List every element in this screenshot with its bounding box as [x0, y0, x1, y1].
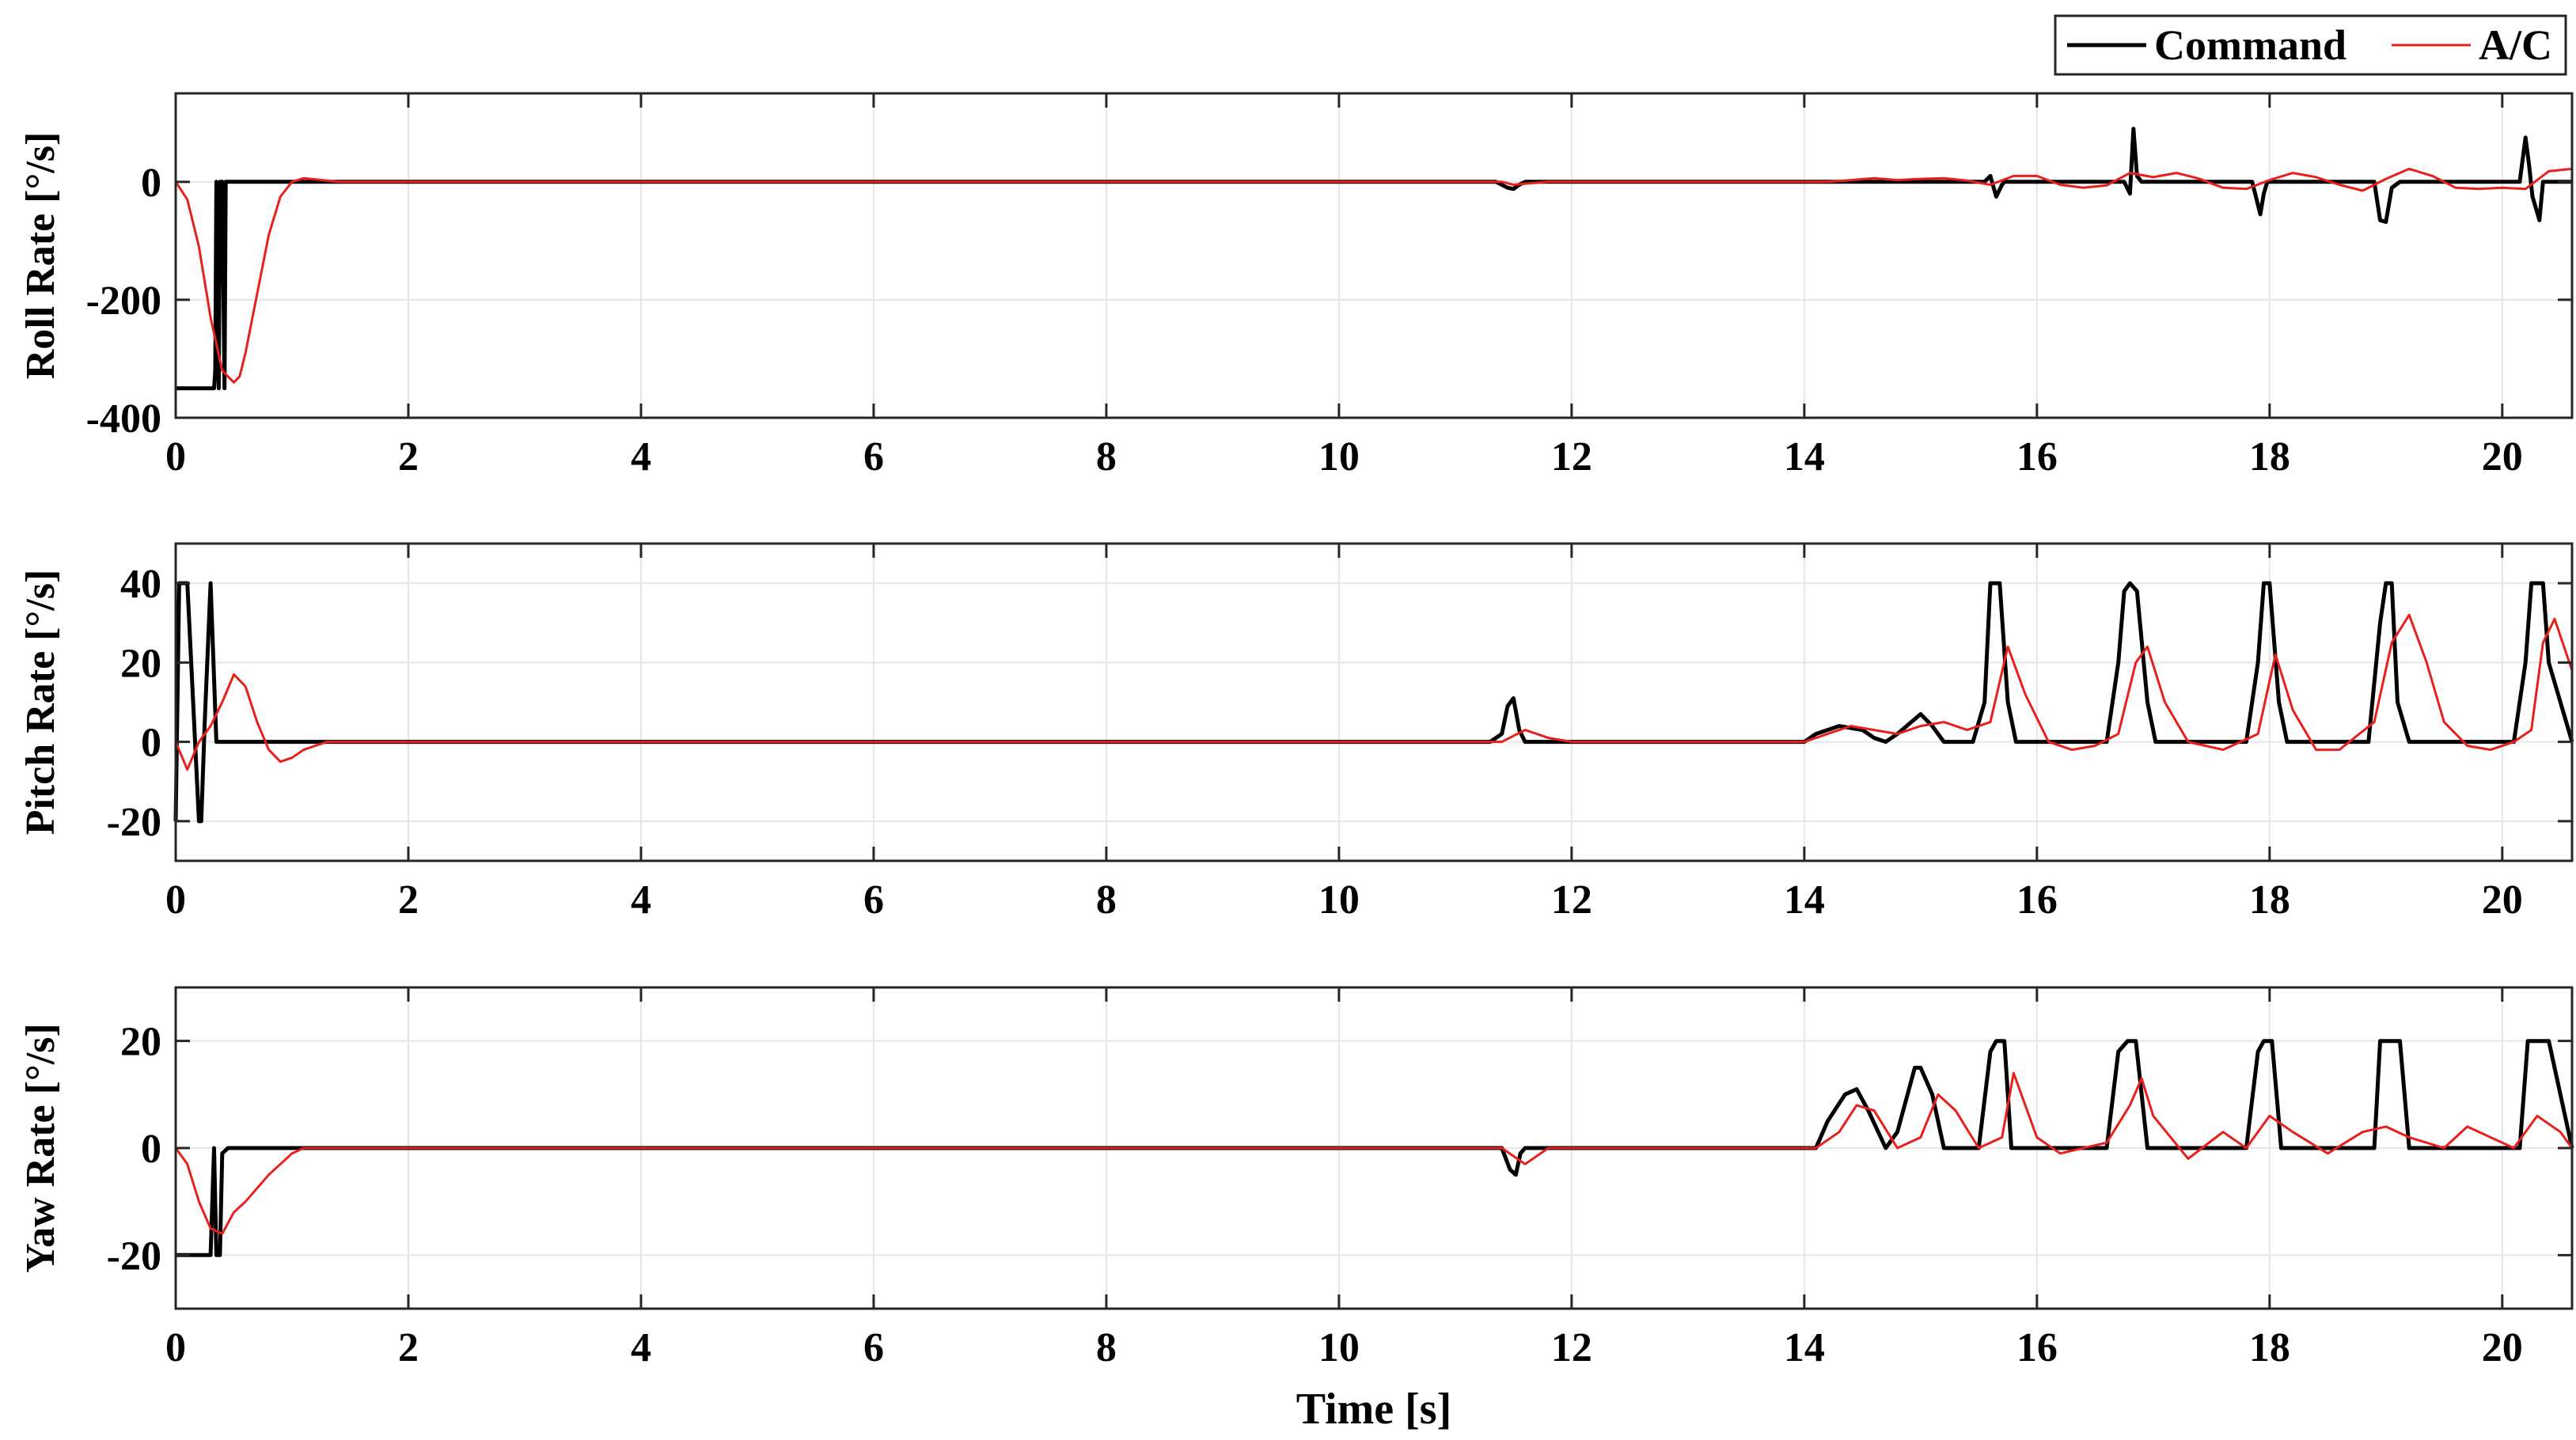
roll-rate-aircraft-line [174, 167, 2573, 384]
roll-rate-x-tick-label: 14 [1784, 434, 1825, 479]
pitch-rate-y-ticks: -20 0 20 40 [107, 562, 2572, 845]
pitch-rate-x-tick-label: 6 [863, 877, 884, 923]
roll-rate-x-ticks: 0 2 4 6 8 10 12 14 16 18 20 [165, 93, 2523, 479]
pitch-rate-x-tick-label: 4 [631, 877, 651, 923]
pitch-rate-y-axis-label: Pitch Rate [°/s] [18, 570, 63, 836]
pitch-rate-y-tick-label: 20 [120, 641, 161, 686]
yaw-rate-series [174, 1039, 2574, 1257]
roll-rate-x-tick-label: 16 [2016, 434, 2058, 479]
yaw-rate-x-ticks: 0 2 4 6 8 10 12 14 16 18 20 [165, 987, 2523, 1370]
pitch-rate-x-tick-label: 20 [2482, 877, 2523, 923]
yaw-rate-y-tick-label: -20 [107, 1233, 161, 1279]
legend: Command A/C [2054, 14, 2567, 76]
roll-rate-x-tick-label: 20 [2482, 434, 2523, 479]
pitch-rate-y-tick-label: -20 [107, 800, 161, 845]
roll-rate-x-tick-label: 8 [1096, 434, 1117, 479]
roll-rate-y-tick-label: -400 [86, 396, 161, 441]
pitch-rate-x-ticks: 0 2 4 6 8 10 12 14 16 18 20 [165, 544, 2523, 923]
yaw-rate-x-tick-label: 6 [863, 1325, 884, 1370]
yaw-rate-y-ticks: -20 0 20 [107, 1020, 2572, 1279]
roll-rate-y-axis-label: Roll Rate [°/s] [18, 132, 63, 380]
pitch-rate-x-tick-label: 16 [2016, 877, 2058, 923]
yaw-rate-aircraft-line [174, 1071, 2574, 1235]
roll-rate-command-line [176, 127, 2572, 391]
roll-rate-x-tick-label: 10 [1318, 434, 1360, 479]
roll-rate-subplot: 0 2 4 6 8 10 12 14 16 18 20 -400 -200 0 Roll Rate [°… [18, 92, 2574, 479]
roll-rate-x-tick-label: 12 [1551, 434, 1592, 479]
yaw-rate-x-tick-label: 20 [2482, 1325, 2523, 1370]
legend-command-label: Command [2154, 21, 2346, 69]
pitch-rate-x-tick-label: 2 [398, 877, 419, 923]
roll-rate-x-tick-label: 4 [631, 434, 651, 479]
roll-rate-x-tick-label: 6 [863, 434, 884, 479]
pitch-rate-x-tick-label: 12 [1551, 877, 1592, 923]
roll-rate-axes-frame [174, 92, 2574, 419]
pitch-rate-x-tick-label: 18 [2249, 877, 2290, 923]
pitch-rate-x-tick-label: 0 [165, 877, 186, 923]
pitch-rate-x-tick-label: 10 [1318, 877, 1360, 923]
yaw-rate-x-tick-label: 4 [631, 1325, 651, 1370]
roll-rate-y-tick-label: 0 [141, 161, 161, 206]
roll-rate-x-tick-label: 2 [398, 434, 419, 479]
pitch-rate-x-tick-label: 8 [1096, 877, 1117, 923]
pitch-rate-series [173, 581, 2574, 824]
legend-aircraft-label: A/C [2479, 21, 2552, 69]
roll-rate-series [174, 127, 2573, 391]
yaw-rate-x-tick-label: 10 [1318, 1325, 1360, 1370]
roll-rate-y-tick-label: -200 [86, 279, 161, 324]
roll-rate-x-tick-label: 18 [2249, 434, 2290, 479]
yaw-rate-x-tick-label: 12 [1551, 1325, 1592, 1370]
yaw-rate-x-tick-label: 18 [2249, 1325, 2290, 1370]
time-x-axis-label: Time [s] [1296, 1385, 1452, 1434]
yaw-rate-y-axis-label: Yaw Rate [°/s] [18, 1023, 63, 1272]
pitch-rate-y-tick-label: 0 [141, 721, 161, 766]
yaw-rate-x-tick-label: 0 [165, 1325, 186, 1370]
pitch-rate-command-line [173, 581, 2574, 824]
roll-rate-y-ticks: -400 -200 0 [86, 161, 2572, 441]
pitch-rate-x-tick-label: 14 [1784, 877, 1825, 923]
yaw-rate-x-tick-label: 14 [1784, 1325, 1825, 1370]
yaw-rate-y-tick-label: 0 [141, 1127, 161, 1172]
yaw-rate-y-tick-label: 20 [120, 1020, 161, 1065]
roll-rate-x-tick-label: 0 [165, 434, 186, 479]
yaw-rate-x-tick-label: 16 [2016, 1325, 2058, 1370]
pitch-rate-axes-frame [174, 542, 2574, 862]
pitch-rate-aircraft-line [174, 613, 2574, 771]
yaw-rate-x-tick-label: 8 [1096, 1325, 1117, 1370]
pitch-rate-y-tick-label: 40 [120, 562, 161, 607]
yaw-rate-x-tick-label: 2 [398, 1325, 419, 1370]
